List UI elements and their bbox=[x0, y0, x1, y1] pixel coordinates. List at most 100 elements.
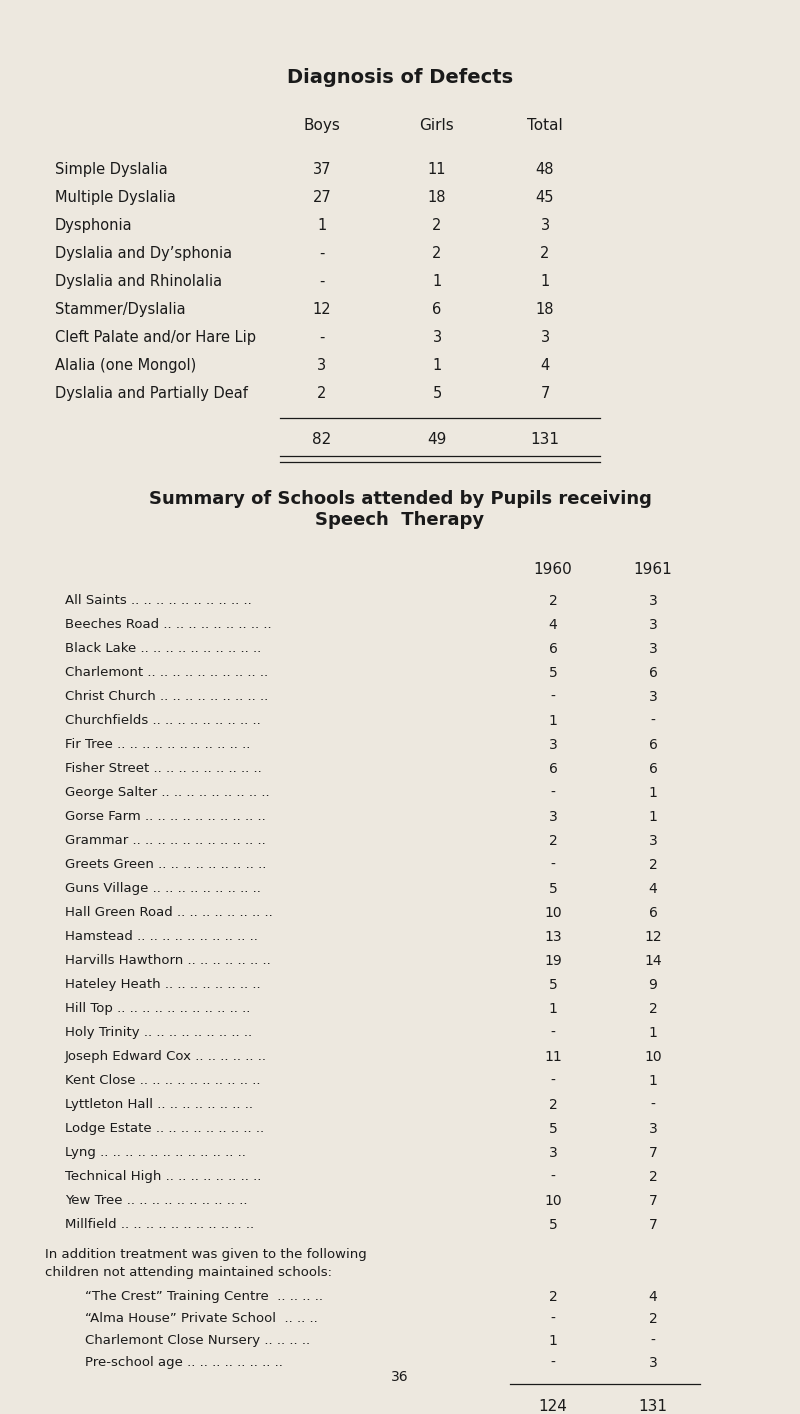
Text: Charlemont .. .. .. .. .. .. .. .. .. ..: Charlemont .. .. .. .. .. .. .. .. .. .. bbox=[65, 666, 268, 679]
Text: -: - bbox=[550, 1169, 555, 1184]
Text: 1: 1 bbox=[549, 1333, 558, 1348]
Text: Charlemont Close Nursery .. .. .. ..: Charlemont Close Nursery .. .. .. .. bbox=[85, 1333, 310, 1348]
Text: Hall Green Road .. .. .. .. .. .. .. ..: Hall Green Road .. .. .. .. .. .. .. .. bbox=[65, 906, 273, 919]
Text: 4: 4 bbox=[540, 358, 550, 373]
Text: 7: 7 bbox=[540, 386, 550, 402]
Text: 1: 1 bbox=[649, 1027, 658, 1041]
Text: Millfield .. .. .. .. .. .. .. .. .. .. ..: Millfield .. .. .. .. .. .. .. .. .. .. … bbox=[65, 1217, 254, 1232]
Text: Girls: Girls bbox=[420, 117, 454, 133]
Text: Dysphonia: Dysphonia bbox=[55, 218, 133, 233]
Text: 10: 10 bbox=[544, 1193, 562, 1208]
Text: Simple Dyslalia: Simple Dyslalia bbox=[55, 163, 168, 177]
Text: 9: 9 bbox=[649, 978, 658, 993]
Text: 14: 14 bbox=[644, 954, 662, 969]
Text: children not attending maintained schools:: children not attending maintained school… bbox=[45, 1266, 332, 1280]
Text: All Saints .. .. .. .. .. .. .. .. .. ..: All Saints .. .. .. .. .. .. .. .. .. .. bbox=[65, 594, 252, 607]
Text: Yew Tree .. .. .. .. .. .. .. .. .. ..: Yew Tree .. .. .. .. .. .. .. .. .. .. bbox=[65, 1193, 247, 1208]
Text: Joseph Edward Cox .. .. .. .. .. ..: Joseph Edward Cox .. .. .. .. .. .. bbox=[65, 1051, 267, 1063]
Text: 3: 3 bbox=[649, 1356, 658, 1370]
Text: Guns Village .. .. .. .. .. .. .. .. ..: Guns Village .. .. .. .. .. .. .. .. .. bbox=[65, 882, 261, 895]
Text: 4: 4 bbox=[649, 882, 658, 896]
Text: Summary of Schools attended by Pupils receiving
Speech  Therapy: Summary of Schools attended by Pupils re… bbox=[149, 491, 651, 529]
Text: 3: 3 bbox=[649, 618, 658, 632]
Text: Christ Church .. .. .. .. .. .. .. .. ..: Christ Church .. .. .. .. .. .. .. .. .. bbox=[65, 690, 268, 703]
Text: 5: 5 bbox=[549, 1217, 558, 1232]
Text: Boys: Boys bbox=[303, 117, 341, 133]
Text: 1: 1 bbox=[318, 218, 326, 233]
Text: In addition treatment was given to the following: In addition treatment was given to the f… bbox=[45, 1249, 366, 1261]
Text: Hamstead .. .. .. .. .. .. .. .. .. ..: Hamstead .. .. .. .. .. .. .. .. .. .. bbox=[65, 930, 258, 943]
Text: 45: 45 bbox=[536, 189, 554, 205]
Text: 3: 3 bbox=[649, 1121, 658, 1135]
Text: -: - bbox=[319, 329, 325, 345]
Text: 11: 11 bbox=[544, 1051, 562, 1063]
Text: 5: 5 bbox=[549, 1121, 558, 1135]
Text: 5: 5 bbox=[432, 386, 442, 402]
Text: 6: 6 bbox=[432, 303, 442, 317]
Text: Greets Green .. .. .. .. .. .. .. .. ..: Greets Green .. .. .. .. .. .. .. .. .. bbox=[65, 858, 266, 871]
Text: 13: 13 bbox=[544, 930, 562, 945]
Text: 49: 49 bbox=[427, 433, 446, 447]
Text: 12: 12 bbox=[313, 303, 331, 317]
Text: 19: 19 bbox=[544, 954, 562, 969]
Text: Hateley Heath .. .. .. .. .. .. .. ..: Hateley Heath .. .. .. .. .. .. .. .. bbox=[65, 978, 261, 991]
Text: 10: 10 bbox=[544, 906, 562, 921]
Text: 1: 1 bbox=[649, 1075, 658, 1087]
Text: -: - bbox=[550, 1027, 555, 1041]
Text: Churchfields .. .. .. .. .. .. .. .. ..: Churchfields .. .. .. .. .. .. .. .. .. bbox=[65, 714, 261, 727]
Text: 3: 3 bbox=[541, 218, 550, 233]
Text: -: - bbox=[319, 246, 325, 262]
Text: 2: 2 bbox=[318, 386, 326, 402]
Text: 36: 36 bbox=[391, 1370, 409, 1384]
Text: 131: 131 bbox=[638, 1398, 667, 1414]
Text: -: - bbox=[650, 1333, 655, 1348]
Text: 1: 1 bbox=[432, 358, 442, 373]
Text: Dyslalia and Rhinolalia: Dyslalia and Rhinolalia bbox=[55, 274, 222, 288]
Text: Black Lake .. .. .. .. .. .. .. .. .. ..: Black Lake .. .. .. .. .. .. .. .. .. .. bbox=[65, 642, 262, 655]
Text: 1: 1 bbox=[432, 274, 442, 288]
Text: 5: 5 bbox=[549, 978, 558, 993]
Text: 3: 3 bbox=[549, 738, 558, 752]
Text: 7: 7 bbox=[649, 1217, 658, 1232]
Text: Lyttleton Hall .. .. .. .. .. .. .. ..: Lyttleton Hall .. .. .. .. .. .. .. .. bbox=[65, 1099, 253, 1111]
Text: 1: 1 bbox=[549, 714, 558, 728]
Text: -: - bbox=[550, 1312, 555, 1326]
Text: “Alma House” Private School  .. .. ..: “Alma House” Private School .. .. .. bbox=[85, 1312, 318, 1325]
Text: -: - bbox=[550, 1356, 555, 1370]
Text: 1: 1 bbox=[649, 786, 658, 800]
Text: 82: 82 bbox=[312, 433, 332, 447]
Text: 18: 18 bbox=[428, 189, 446, 205]
Text: -: - bbox=[550, 786, 555, 800]
Text: Hill Top .. .. .. .. .. .. .. .. .. .. ..: Hill Top .. .. .. .. .. .. .. .. .. .. .… bbox=[65, 1003, 250, 1015]
Text: Multiple Dyslalia: Multiple Dyslalia bbox=[55, 189, 176, 205]
Text: Kent Close .. .. .. .. .. .. .. .. .. ..: Kent Close .. .. .. .. .. .. .. .. .. .. bbox=[65, 1075, 261, 1087]
Text: 18: 18 bbox=[536, 303, 554, 317]
Text: 1: 1 bbox=[549, 1003, 558, 1017]
Text: 12: 12 bbox=[644, 930, 662, 945]
Text: Grammar .. .. .. .. .. .. .. .. .. .. ..: Grammar .. .. .. .. .. .. .. .. .. .. .. bbox=[65, 834, 266, 847]
Text: 10: 10 bbox=[644, 1051, 662, 1063]
Text: 5: 5 bbox=[549, 882, 558, 896]
Text: 27: 27 bbox=[313, 189, 331, 205]
Text: 2: 2 bbox=[540, 246, 550, 262]
Text: 3: 3 bbox=[541, 329, 550, 345]
Text: 48: 48 bbox=[536, 163, 554, 177]
Text: “The Crest” Training Centre  .. .. .. ..: “The Crest” Training Centre .. .. .. .. bbox=[85, 1290, 323, 1302]
Text: George Salter .. .. .. .. .. .. .. .. ..: George Salter .. .. .. .. .. .. .. .. .. bbox=[65, 786, 270, 799]
Text: 3: 3 bbox=[433, 329, 442, 345]
Text: 7: 7 bbox=[649, 1193, 658, 1208]
Text: -: - bbox=[550, 1075, 555, 1087]
Text: 6: 6 bbox=[549, 762, 558, 776]
Text: 2: 2 bbox=[432, 246, 442, 262]
Text: 6: 6 bbox=[649, 738, 658, 752]
Text: Lodge Estate .. .. .. .. .. .. .. .. ..: Lodge Estate .. .. .. .. .. .. .. .. .. bbox=[65, 1121, 264, 1135]
Text: 1: 1 bbox=[540, 274, 550, 288]
Text: Gorse Farm .. .. .. .. .. .. .. .. .. ..: Gorse Farm .. .. .. .. .. .. .. .. .. .. bbox=[65, 810, 266, 823]
Text: 6: 6 bbox=[649, 666, 658, 680]
Text: 11: 11 bbox=[428, 163, 446, 177]
Text: 37: 37 bbox=[313, 163, 331, 177]
Text: Total: Total bbox=[527, 117, 563, 133]
Text: Fir Tree .. .. .. .. .. .. .. .. .. .. ..: Fir Tree .. .. .. .. .. .. .. .. .. .. .… bbox=[65, 738, 250, 751]
Text: 6: 6 bbox=[549, 642, 558, 656]
Text: 3: 3 bbox=[649, 642, 658, 656]
